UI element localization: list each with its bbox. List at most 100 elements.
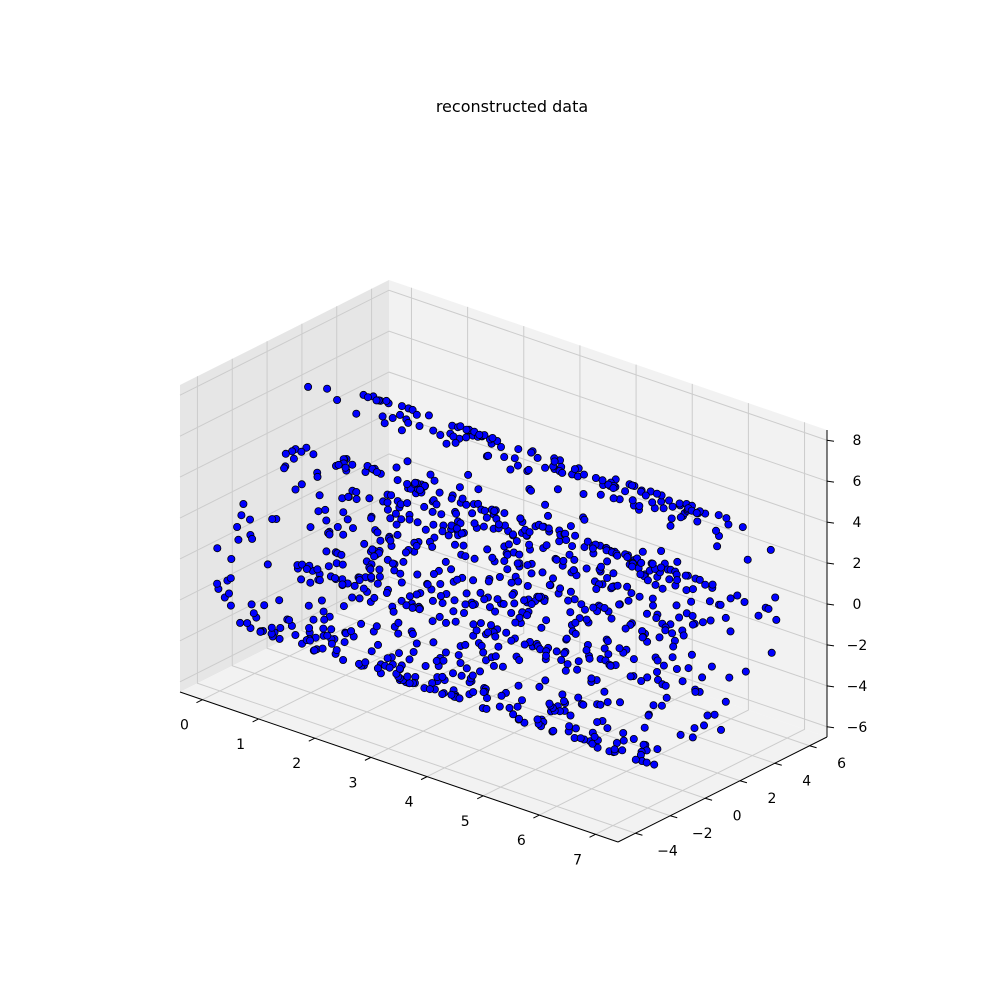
data-point: [623, 582, 632, 591]
data-point: [579, 700, 588, 709]
data-point: [397, 578, 406, 587]
data-point: [457, 529, 466, 538]
data-point: [692, 508, 701, 517]
data-point: [397, 515, 406, 524]
x-tick-label: 1: [236, 737, 245, 753]
data-point: [527, 600, 536, 609]
data-point: [563, 660, 572, 669]
data-point: [568, 542, 577, 551]
data-point: [313, 565, 322, 574]
data-point: [581, 605, 590, 614]
data-point: [268, 515, 277, 524]
data-point: [461, 640, 470, 649]
grid-line-x: [370, 345, 581, 758]
data-point: [510, 599, 519, 608]
y-tick-mark: [704, 797, 713, 801]
data-point: [322, 547, 331, 556]
data-point: [493, 595, 502, 604]
data-point: [459, 541, 468, 550]
data-point: [638, 547, 647, 556]
data-point: [348, 593, 357, 602]
data-point: [280, 464, 289, 473]
data-point: [491, 652, 500, 661]
data-point: [515, 550, 524, 559]
data-point: [636, 570, 645, 579]
data-point: [267, 623, 276, 632]
data-point: [373, 640, 382, 649]
data-point: [606, 661, 615, 670]
x-tick-mark: [477, 795, 484, 800]
data-point: [512, 537, 521, 546]
data-point: [323, 631, 332, 640]
data-point: [458, 494, 467, 503]
data-point: [641, 491, 650, 500]
data-point: [370, 593, 379, 602]
z-tick-mark: [826, 439, 835, 442]
x-tick-mark: [308, 737, 315, 742]
data-point: [713, 542, 722, 551]
data-point: [695, 575, 704, 584]
data-point: [648, 594, 657, 603]
data-point: [566, 711, 575, 720]
data-point: [626, 672, 635, 681]
data-point: [385, 663, 394, 672]
data-point: [395, 410, 404, 419]
y-tick-label: −2: [692, 826, 713, 842]
data-point: [613, 581, 622, 590]
data-point: [315, 576, 324, 585]
data-point: [513, 461, 522, 470]
data-point: [495, 702, 504, 711]
data-point: [484, 577, 493, 586]
data-point: [352, 409, 361, 418]
data-point: [552, 555, 561, 564]
data-point: [740, 598, 749, 607]
data-point: [482, 513, 491, 522]
data-point: [469, 576, 478, 585]
data-point: [504, 540, 513, 549]
data-point: [726, 594, 735, 603]
data-point: [382, 589, 391, 598]
grid-line-x: [314, 326, 525, 739]
data-point: [281, 449, 290, 458]
data-point: [628, 481, 637, 490]
data-point: [363, 393, 372, 402]
data-point: [520, 596, 529, 605]
data-point: [708, 580, 717, 589]
data-point: [319, 624, 328, 633]
data-point: [515, 656, 524, 665]
data-point: [479, 522, 488, 531]
data-point: [483, 545, 492, 554]
data-point: [741, 667, 750, 676]
data-point: [562, 536, 571, 545]
data-point: [248, 534, 257, 543]
data-point: [441, 648, 450, 657]
data-point: [339, 602, 348, 611]
data-point: [556, 584, 565, 593]
data-point: [523, 561, 532, 570]
data-point: [352, 495, 361, 504]
data-point: [322, 516, 331, 525]
data-point: [618, 746, 627, 755]
data-point: [456, 659, 465, 668]
data-point: [306, 578, 315, 587]
data-point: [373, 664, 382, 673]
data-point: [432, 656, 441, 665]
data-point: [576, 734, 585, 743]
data-point: [597, 562, 606, 571]
data-point: [557, 656, 566, 665]
data-point: [678, 677, 687, 686]
data-point: [355, 594, 364, 603]
data-point: [565, 550, 574, 559]
data-point: [488, 433, 497, 442]
data-point: [348, 460, 357, 469]
z-tick-label: 2: [853, 556, 862, 572]
data-point: [580, 470, 589, 479]
data-point: [771, 593, 780, 602]
data-point: [549, 726, 558, 735]
data-point: [429, 426, 438, 435]
data-point: [698, 618, 707, 627]
data-point: [661, 626, 670, 635]
data-point: [638, 633, 647, 642]
data-point: [570, 595, 579, 604]
data-point: [297, 447, 306, 456]
